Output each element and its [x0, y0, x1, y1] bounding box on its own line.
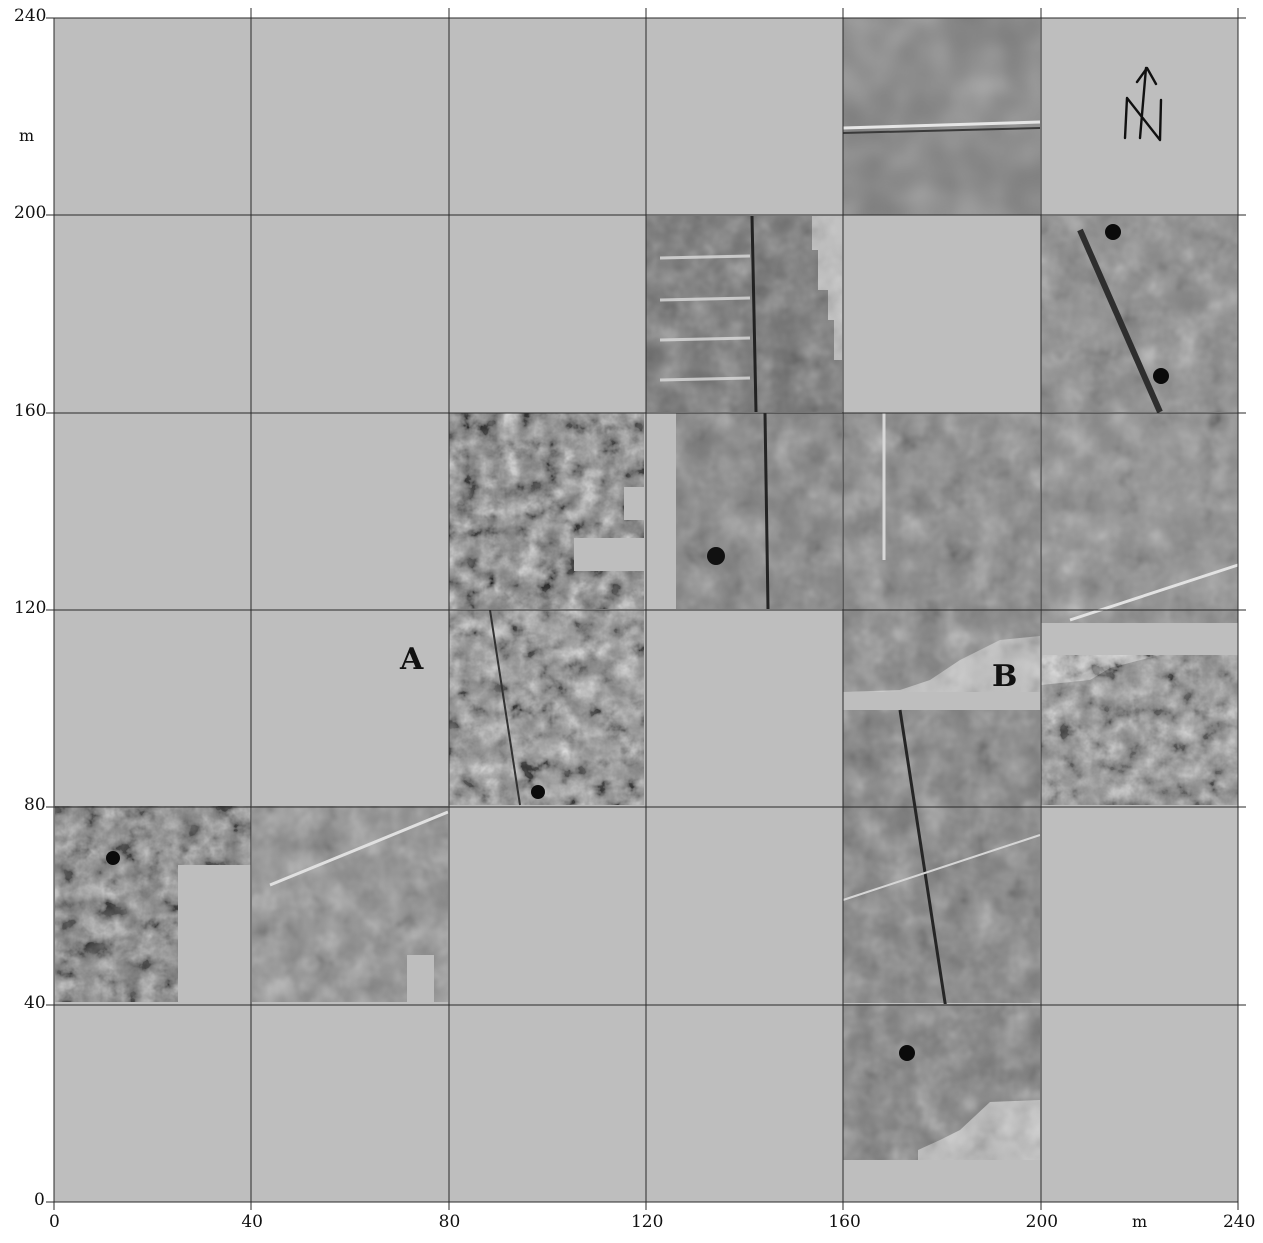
y-tick-label: 40 [24, 992, 46, 1013]
area-label-b: B [992, 659, 1018, 694]
x-tick-label: 80 [438, 1212, 461, 1232]
y-tick-label: 200 [14, 203, 47, 224]
x-tick-label: 40 [241, 1212, 263, 1232]
y-tick-label: 0 [34, 1190, 45, 1210]
y-tick-label: 240 [14, 6, 47, 27]
x-tick-label: 240 [1222, 1212, 1256, 1232]
x-axis-unit-label: m [1132, 1212, 1148, 1231]
north-arrow-icon [1123, 66, 1163, 142]
y-tick-label: 160 [14, 400, 47, 421]
x-tick-label: 160 [828, 1212, 861, 1232]
survey-blocks [55, 18, 1239, 1160]
axes [53, 18, 1238, 1203]
area-label-a: A [400, 642, 424, 677]
x-tick-label: 120 [630, 1212, 664, 1232]
x-tick-label: 0 [49, 1212, 60, 1232]
y-axis-unit-label: m [19, 126, 35, 145]
grid-lines [46, 8, 1246, 1210]
y-tick-label: 80 [24, 795, 46, 816]
y-tick-label: 120 [14, 598, 47, 618]
x-tick-label: 200 [1025, 1212, 1059, 1232]
